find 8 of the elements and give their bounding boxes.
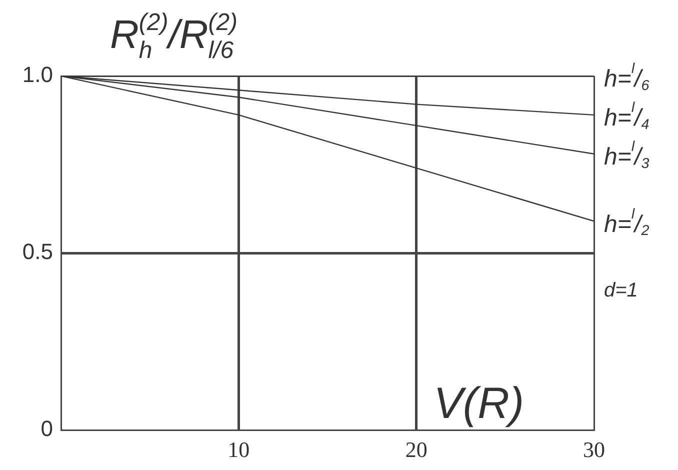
y-tick-label: 1.0	[22, 62, 53, 88]
x-tick-label: 10	[228, 436, 250, 462]
x-tick-label: 30	[583, 436, 605, 462]
text: d=1	[604, 280, 638, 302]
y-tick-label: 0.5	[22, 239, 53, 264]
x-axis-title: V(R)	[434, 379, 524, 428]
x-tick-label: 20	[405, 436, 428, 462]
y-tick-label: 0	[40, 416, 53, 442]
